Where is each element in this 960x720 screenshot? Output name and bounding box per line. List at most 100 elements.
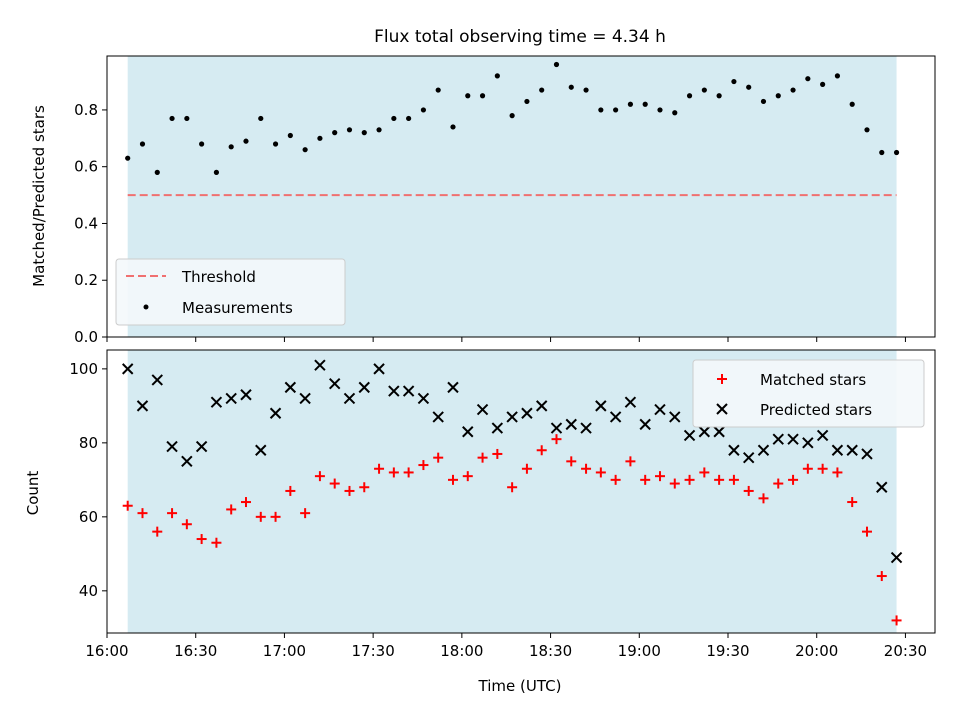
predicted-star-point: [299, 392, 311, 405]
x-tick-label: 20:30: [884, 642, 927, 660]
measurement-point: [346, 127, 353, 133]
matched-star-point: [861, 526, 872, 537]
legend-matched-label: Matched stars: [760, 371, 866, 389]
matched-star-point: [832, 467, 843, 478]
predicted-star-point: [462, 426, 474, 438]
measurement-point: [672, 110, 678, 116]
matched-star-point: [521, 463, 532, 474]
matched-star-point: [403, 467, 414, 478]
predicted-star-point: [624, 396, 637, 408]
predicted-star-point: [225, 392, 237, 405]
x-tick-label: 18:30: [529, 642, 572, 660]
predicted-star-point: [802, 437, 814, 449]
y-tick-label: 0.2: [74, 271, 98, 289]
matched-star-point: [226, 504, 237, 515]
y-tick-label: 0.8: [74, 101, 98, 119]
predicted-star-point: [846, 444, 858, 456]
predicted-star-point: [269, 407, 282, 419]
predicted-star-point: [314, 359, 326, 371]
measurement-point: [228, 144, 234, 150]
measurement-point: [790, 87, 796, 93]
matched-star-point: [625, 456, 636, 467]
x-tick-label: 20:00: [795, 642, 838, 660]
measurement-point: [775, 93, 781, 99]
matched-star-point: [388, 467, 399, 478]
measurement-point: [583, 87, 589, 93]
predicted-star-point: [757, 444, 770, 456]
predicted-star-point: [683, 429, 696, 442]
matched-star-point: [610, 474, 621, 485]
predicted-star-point: [136, 400, 149, 412]
predicted-star-point: [476, 403, 489, 416]
legend-measurements-swatch: [143, 304, 149, 310]
measurement-point: [834, 73, 841, 79]
matched-star-point: [654, 471, 665, 482]
predicted-star-point: [432, 411, 444, 423]
matched-star-point: [743, 485, 754, 496]
predicted-star-point: [654, 403, 666, 416]
predicted-star-point: [255, 444, 267, 456]
predicted-star-point: [195, 440, 208, 453]
measurement-point: [435, 87, 441, 93]
predicted-star-point: [284, 381, 297, 394]
predicted-star-point: [210, 396, 223, 408]
ratio-panel: 0.00.20.40.60.8 Matched/Predicted stars …: [30, 55, 936, 346]
matched-star-point: [270, 511, 281, 522]
matched-star-point: [684, 474, 695, 485]
measurement-point: [494, 73, 500, 79]
count-y-ticks: 40 60 80 100: [69, 360, 107, 600]
measurement-point: [465, 93, 471, 99]
predicted-star-point: [521, 407, 533, 419]
predicted-star-point: [358, 381, 370, 394]
matched-star-point: [773, 478, 784, 489]
predicted-star-point: [728, 444, 740, 456]
count-axes-frame: [106, 349, 936, 634]
count-y-axis-label: Count: [24, 471, 42, 516]
matched-star-point: [566, 456, 577, 467]
y-tick-label: 60: [79, 508, 98, 526]
measurement-point: [332, 130, 338, 136]
measurement-point: [361, 130, 367, 136]
matched-star-point: [122, 500, 133, 511]
x-axis-label: Time (UTC): [478, 677, 562, 695]
matched-star-point: [847, 497, 858, 508]
matched-star-point: [492, 448, 503, 459]
x-tick-label: 16:00: [85, 642, 128, 660]
matched-star-point: [359, 482, 370, 493]
measurement-point: [746, 84, 752, 90]
matched-star-point: [196, 534, 207, 545]
predicted-star-point: [402, 385, 415, 397]
y-tick-label: 40: [79, 582, 98, 600]
predicted-star-point: [713, 426, 725, 438]
predicted-star-point: [876, 481, 888, 493]
y-tick-label: 100: [69, 360, 98, 378]
predicted-star-point: [816, 429, 829, 442]
matched-star-point: [418, 460, 429, 471]
legend-predicted-swatch: [716, 403, 728, 415]
measurement-point: [213, 169, 220, 175]
predicted-star-point: [772, 433, 784, 445]
predicted-star-point: [343, 392, 356, 405]
matched-star-point: [802, 463, 813, 474]
measurement-point: [125, 155, 131, 161]
predicted-star-point: [861, 448, 873, 460]
matched-star-point: [181, 519, 192, 530]
predicted-star-point: [151, 374, 163, 386]
matched-star-point: [344, 485, 355, 496]
legend-threshold-label: Threshold: [181, 268, 256, 286]
measurement-point: [613, 107, 619, 113]
measurement-point: [199, 141, 205, 147]
matched-star-point: [433, 452, 444, 463]
measurement-point: [893, 149, 900, 156]
measurement-point: [406, 115, 412, 122]
count-x-ticks: 16:00 16:30 17:00 17:30 18:00 18:30 19:00 19:30…: [85, 633, 927, 660]
x-tick-label: 17:00: [263, 642, 306, 660]
measurement-points: [125, 61, 900, 175]
matched-star-point: [374, 463, 385, 474]
matched-star-point: [581, 463, 592, 474]
predicted-star-point: [491, 422, 504, 434]
x-tick-label: 16:30: [174, 642, 217, 660]
measurement-point: [701, 87, 707, 93]
measurement-point: [849, 101, 855, 107]
matched-star-point: [536, 445, 547, 456]
